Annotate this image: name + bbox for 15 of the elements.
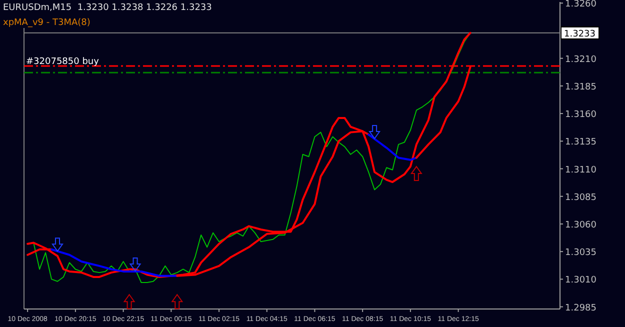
ref-line-label: 1.3233: [564, 29, 596, 40]
chart-title: EURUSDm,M15 1.3230 1.3238 1.3226 1.3233: [3, 3, 212, 13]
y-tick-label: 1.3110: [565, 165, 597, 176]
y-tick-label: 1.3135: [565, 138, 596, 148]
y-tick-label: 1.3010: [565, 276, 597, 286]
y-tick-label: 1.3185: [565, 82, 596, 92]
y-tick-label: 1.3060: [565, 220, 597, 230]
text: xpMA_v9 - T3MA(8): [3, 18, 90, 28]
y-tick-label: 1.3260: [565, 0, 597, 10]
y-tick-label: 1.2985: [565, 303, 596, 314]
y-tick-label: 1.3035: [565, 248, 596, 258]
ref-line-label: #32075850 buy: [26, 57, 100, 68]
y-tick-label: 1.3210: [565, 54, 597, 65]
y-tick-label: 1.3160: [565, 110, 597, 120]
y-tick-label: 1.3085: [565, 192, 596, 203]
